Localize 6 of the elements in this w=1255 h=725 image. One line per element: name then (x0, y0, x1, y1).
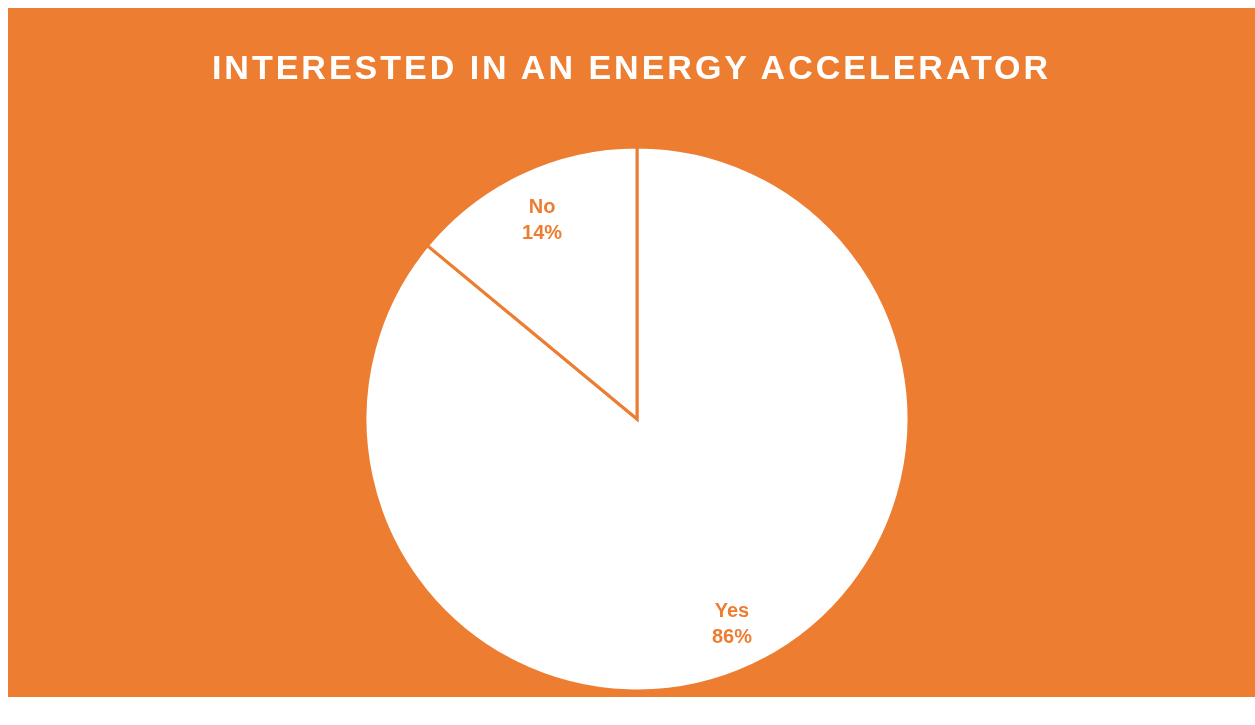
pie-slice (363, 145, 911, 693)
slice-label: No (528, 195, 556, 218)
data-label: 86% (711, 624, 753, 647)
chart-title: INTERESTED IN AN ENERGY ACCELERATOR (210, 48, 1053, 87)
data-label: 14% (522, 221, 563, 244)
slice-label: Yes (714, 598, 750, 621)
